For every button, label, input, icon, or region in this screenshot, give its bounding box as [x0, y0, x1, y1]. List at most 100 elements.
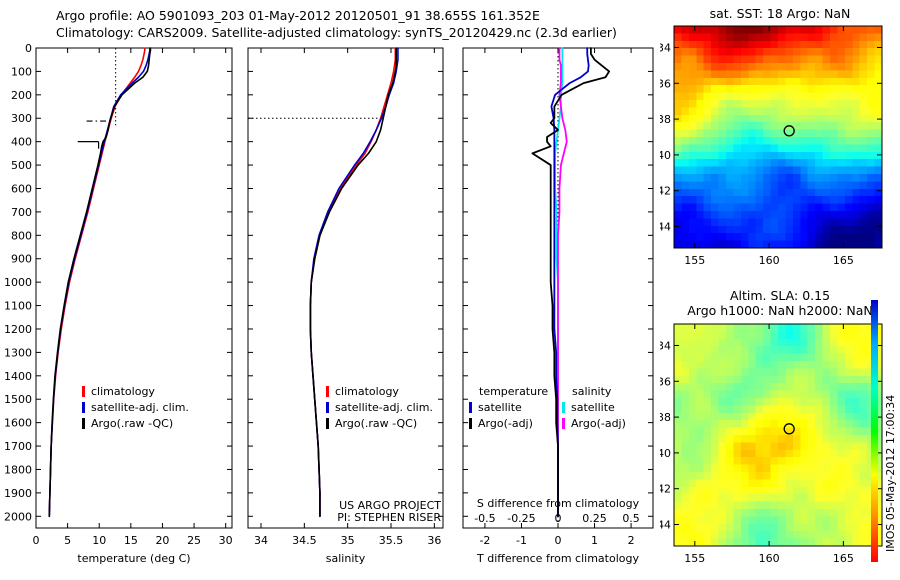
s-difference-tick-label: -0.5 — [474, 512, 495, 525]
us-argo-project-label: US ARGO PROJECT — [339, 499, 441, 512]
legend-label: satellite-adj. clim. — [91, 401, 189, 414]
panel-temperature: 0 100 200 300 400 500 600 700 800 900 1000 1100 1200… — [0, 0, 240, 580]
depth-tick-label: 400 — [11, 136, 32, 149]
depth-tick-label: 700 — [11, 206, 32, 219]
depth-tick-label: 800 — [11, 229, 32, 242]
salinity-axis-label: salinity — [326, 552, 366, 565]
latitude-tick-label: -40 — [660, 149, 671, 162]
temperature-tick-label: 0 — [33, 534, 40, 547]
latitude-tick-label: -34 — [660, 41, 671, 54]
temperature-axis-label: temperature (deg C) — [77, 552, 190, 565]
legend-label: satellite — [571, 401, 615, 414]
temperature-tick-label: 10 — [92, 534, 106, 547]
depth-tick-label: 1400 — [4, 370, 32, 383]
panel-salinity: 34 34.5 35 35.5 36 salinity climatology satelli… — [240, 0, 455, 580]
latitude-tick-label: -44 — [660, 519, 671, 532]
depth-tick-label: 1800 — [4, 463, 32, 476]
salinity-tick-label: 34 — [254, 534, 268, 547]
sst-map-svg: -34 -36 -38 -40 -42 -44 155 160 165 — [660, 25, 883, 267]
legend-swatch — [469, 418, 472, 429]
longitude-tick-label: 160 — [759, 552, 780, 565]
page-title-line1: Argo profile: AO 5901093_203 01-May-2012… — [56, 8, 540, 23]
temperature-tick-label: 25 — [187, 534, 201, 547]
sla-map-frame — [673, 323, 883, 547]
t-difference-tick-label: 0 — [555, 534, 562, 547]
profile-location-marker — [783, 125, 795, 137]
sst-field — [674, 26, 883, 249]
legend-label: satellite — [478, 401, 522, 414]
latitude-tick-label: -38 — [660, 113, 671, 126]
temperature-axes-box — [35, 47, 233, 529]
latitude-tick-label: -36 — [660, 77, 671, 90]
depth-tick-label: 100 — [11, 65, 32, 78]
temperature-tick-label: 15 — [124, 534, 138, 547]
latitude-tick-label: -44 — [660, 221, 671, 234]
depth-tick-label: 600 — [11, 182, 32, 195]
map-sst: sat. SST: 18 Argo: NaN -34 -36 -38 -40 -42 -4… — [660, 0, 900, 290]
latitude-tick-label: -38 — [660, 411, 671, 424]
longitude-tick-label: 165 — [833, 552, 854, 565]
sst-map-frame — [673, 25, 883, 249]
difference-plot-svg: -2 -1 0 1 2 T difference from climatology -0.5… — [462, 47, 654, 565]
legend-header-salinity: salinity — [572, 385, 612, 398]
legend-label: climatology — [335, 385, 399, 398]
latitude-tick-label: -36 — [660, 375, 671, 388]
panel-difference: -2 -1 0 1 2 T difference from climatology -0.5… — [455, 0, 670, 580]
depth-tick-label: 2000 — [4, 510, 32, 523]
longitude-tick-label: 155 — [684, 552, 705, 565]
legend-label: Argo(.raw -QC) — [335, 417, 417, 430]
legend-label: Argo(-adj) — [571, 417, 626, 430]
salinity-tick-label: 36 — [427, 534, 441, 547]
legend-label: Argo(.raw -QC) — [91, 417, 173, 430]
salinity-axes-box — [247, 47, 444, 529]
legend-label: Argo(-adj) — [478, 417, 533, 430]
depth-tick-label: 1200 — [4, 323, 32, 336]
depth-tick-label: 1600 — [4, 417, 32, 430]
t-difference-tick-label: -2 — [479, 534, 490, 547]
depth-tick-label: 1000 — [4, 276, 32, 289]
temperature-tick-label: 5 — [64, 534, 71, 547]
temperature-tick-label: 20 — [155, 534, 169, 547]
sst-map-title: sat. SST: 18 Argo: NaN — [709, 6, 851, 21]
s-difference-tick-label: 0.5 — [622, 512, 640, 525]
legend-swatch — [82, 402, 85, 413]
longitude-tick-label: 165 — [833, 254, 854, 267]
latitude-tick-label: -40 — [660, 447, 671, 460]
depth-tick-label: 1500 — [4, 393, 32, 406]
depth-tick-label: 1900 — [4, 487, 32, 500]
salinity-tick-label: 34.5 — [292, 534, 317, 547]
legend-swatch — [562, 402, 565, 413]
salinity-plot-svg: 34 34.5 35 35.5 36 salinity climatology satelli… — [247, 47, 444, 565]
page-title-line2: Climatology: CARS2009. Satellite-adjuste… — [56, 25, 617, 40]
salinity-tick-label: 35 — [341, 534, 355, 547]
imos-timestamp: IMOS 05-May-2012 17:00:34 — [884, 395, 900, 565]
legend-swatch — [82, 418, 85, 429]
legend-swatch — [326, 418, 329, 429]
depth-tick-label: 200 — [11, 89, 32, 102]
legend-swatch — [82, 386, 85, 397]
sla-map-svg: -34 -36 -38 -40 -42 -44 155 160 165 — [660, 323, 883, 565]
legend-swatch — [562, 418, 565, 429]
latitude-tick-label: -42 — [660, 483, 671, 496]
longitude-tick-label: 160 — [759, 254, 780, 267]
depth-tick-label: 500 — [11, 159, 32, 172]
latitude-tick-label: -34 — [660, 339, 671, 352]
t-difference-tick-label: 2 — [628, 534, 635, 547]
legend-label: satellite-adj. clim. — [335, 401, 433, 414]
t-difference-axis-label: T difference from climatology — [476, 552, 639, 565]
depth-tick-label: 1300 — [4, 346, 32, 359]
t-difference-tick-label: -1 — [516, 534, 527, 547]
depth-tick-label: 900 — [11, 253, 32, 266]
depth-tick-label: 0 — [25, 42, 32, 55]
pi-label: PI: STEPHEN RISER — [337, 511, 441, 524]
s-difference-tick-label: 0 — [555, 512, 562, 525]
map-sla: Altim. SLA: 0.15 Argo h1000: NaN h2000: … — [660, 288, 900, 580]
legend-header-temperature: temperature — [479, 385, 548, 398]
colorbar-strip — [871, 300, 878, 562]
s-difference-tick-label: 0.25 — [582, 512, 607, 525]
sla-map-title-line2: Argo h1000: NaN h2000: NaN — [687, 303, 873, 318]
t-difference-tick-label: 1 — [591, 534, 598, 547]
legend-swatch — [326, 402, 329, 413]
imos-timestamp-label: IMOS 05-May-2012 17:00:34 — [884, 394, 897, 552]
longitude-tick-label: 155 — [684, 254, 705, 267]
